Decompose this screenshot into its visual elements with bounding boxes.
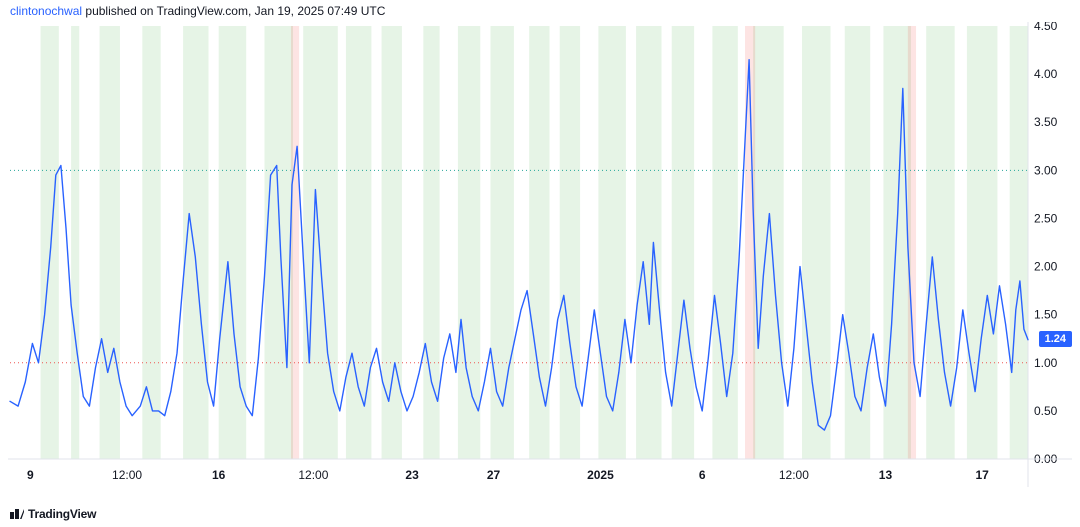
svg-text:6: 6 [699,468,706,482]
svg-text:2025: 2025 [587,468,614,482]
current-price-badge: 1.24 [1039,331,1072,347]
svg-text:0.50: 0.50 [1034,404,1058,418]
svg-text:17: 17 [976,468,990,482]
tradingview-logo[interactable]: TradingView [10,507,96,521]
svg-text:3.00: 3.00 [1034,163,1058,177]
chart-container[interactable]: 0.000.501.001.502.002.503.003.504.004.50… [8,22,1072,487]
svg-text:4.50: 4.50 [1034,22,1058,33]
svg-text:2.00: 2.00 [1034,260,1058,274]
svg-text:3.50: 3.50 [1034,115,1058,129]
svg-text:12:00: 12:00 [298,468,328,482]
svg-text:2.50: 2.50 [1034,211,1058,225]
tradingview-logo-text: TradingView [28,507,96,521]
svg-text:16: 16 [212,468,226,482]
svg-text:13: 13 [879,468,893,482]
svg-text:12:00: 12:00 [112,468,142,482]
svg-text:1.00: 1.00 [1034,356,1058,370]
attribution-user[interactable]: clintonochwal [10,4,82,18]
svg-text:9: 9 [27,468,34,482]
svg-text:4.00: 4.00 [1034,67,1058,81]
price-chart[interactable]: 0.000.501.001.502.002.503.003.504.004.50… [8,22,1072,487]
svg-text:23: 23 [405,468,419,482]
svg-text:12:00: 12:00 [779,468,809,482]
attribution-host[interactable]: TradingView.com [157,4,248,18]
tradingview-logo-icon [10,507,24,521]
svg-text:27: 27 [487,468,501,482]
attribution-timestamp: Jan 19, 2025 07:49 UTC [255,4,386,18]
svg-text:1.50: 1.50 [1034,308,1058,322]
attribution-line: clintonochwal published on TradingView.c… [10,4,385,18]
attribution-published: published on [85,4,153,18]
